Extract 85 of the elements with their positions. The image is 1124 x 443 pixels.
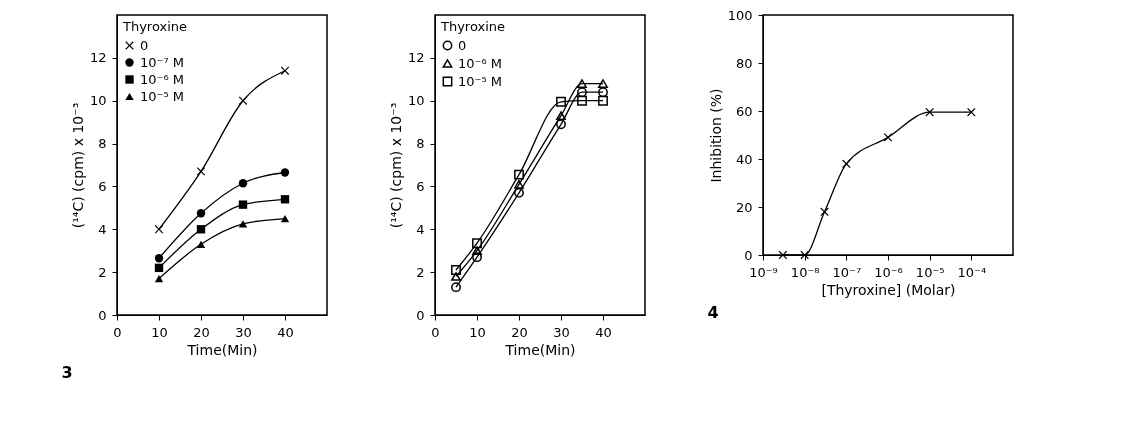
y-axis-title: (¹⁴C) (cpm) x 10⁻³ [69, 102, 86, 229]
x-tick-label: 10⁻⁹ [749, 264, 778, 280]
y-tick-label: 6 [98, 178, 107, 194]
point [238, 179, 248, 188]
y-tick-label: 60 [735, 103, 753, 119]
x-axis-title: Time(Min) [504, 341, 576, 358]
x-tick-label: 30 [235, 324, 252, 340]
legend-label: 0 [140, 37, 149, 53]
x-tick-label: 10⁻⁴ [957, 264, 987, 280]
point [577, 79, 587, 88]
y-tick-label: 4 [98, 221, 107, 237]
point [196, 209, 206, 218]
x-tick-label: 10⁻⁵ [915, 264, 945, 280]
x-axis-title: Time(Min) [186, 341, 258, 358]
point [196, 167, 206, 176]
point [238, 220, 248, 228]
legend-title: Thyroxine [440, 19, 506, 34]
x-tick-label: 30 [553, 324, 570, 340]
point [514, 187, 524, 198]
y-tick-label: 10 [407, 93, 425, 109]
point [472, 252, 482, 263]
point [280, 214, 290, 223]
point [280, 66, 290, 75]
x-tick-label: 0 [113, 324, 122, 340]
x-tick-label: 20 [193, 324, 210, 340]
point [514, 169, 524, 180]
point [154, 254, 164, 263]
x-tick-label: 40 [595, 324, 612, 340]
point [472, 246, 482, 256]
x-tick-label: 10⁻⁸ [790, 264, 820, 280]
y-tick-label: 8 [98, 136, 107, 152]
y-tick-label: 20 [735, 199, 753, 215]
y-tick-label: 80 [735, 55, 753, 71]
legend-label: 10⁻⁷ M [140, 54, 184, 70]
x-tick-label: 20 [511, 324, 528, 340]
point [556, 119, 566, 130]
y-tick-label: 2 [98, 264, 107, 280]
y-tick-label: 10 [89, 93, 107, 109]
y-tick-label: 4 [416, 221, 425, 237]
text: 3 [61, 363, 73, 382]
point [451, 265, 461, 275]
y-tick-label: 2 [416, 264, 425, 280]
point [154, 263, 164, 273]
x-tick-label: 10⁻⁷ [832, 264, 862, 280]
y-tick-label: 12 [407, 50, 425, 66]
x-tick-label: 10 [151, 324, 168, 340]
y-tick-label: 6 [416, 178, 425, 194]
y-axis-title: (¹⁴C) (cpm) x 10⁻³ [387, 102, 404, 229]
point [514, 179, 524, 189]
point [196, 225, 206, 234]
y-tick-label: 100 [727, 7, 753, 23]
y-tick-label: 0 [744, 247, 753, 263]
y-tick-label: 40 [735, 151, 753, 167]
x-axis-title: [Thyroxine] (Molar) [821, 281, 956, 298]
point [556, 96, 566, 107]
point [154, 225, 164, 234]
x-tick-label: 0 [431, 324, 440, 340]
x-tick-label: 40 [277, 324, 294, 340]
y-tick-label: 0 [416, 307, 425, 323]
legend-label: 0 [458, 37, 467, 53]
legend-label: 10⁻⁵ M [140, 88, 184, 104]
point [598, 79, 608, 88]
point [238, 200, 248, 209]
text: 4 [707, 303, 719, 322]
point [280, 168, 290, 177]
legend-title: Thyroxine [122, 19, 188, 34]
point [280, 195, 290, 204]
point [598, 95, 608, 106]
point [196, 240, 206, 248]
x-tick-label: 10 [469, 324, 486, 340]
legend-label: 10⁻⁵ M [458, 73, 502, 89]
point [472, 238, 482, 249]
x-tick-label: 10⁻⁶ [874, 264, 903, 280]
point [238, 96, 248, 105]
point [154, 274, 164, 283]
y-tick-label: 0 [98, 307, 107, 323]
point [451, 272, 461, 281]
y-axis-title: Inhibition (%) [707, 88, 724, 183]
point [556, 111, 566, 121]
point [577, 95, 587, 106]
y-tick-label: 12 [89, 50, 107, 66]
legend-label: 10⁻⁶ M [458, 55, 502, 71]
point [451, 282, 461, 293]
y-tick-label: 8 [416, 136, 425, 152]
legend-label: 10⁻⁶ M [140, 71, 184, 87]
